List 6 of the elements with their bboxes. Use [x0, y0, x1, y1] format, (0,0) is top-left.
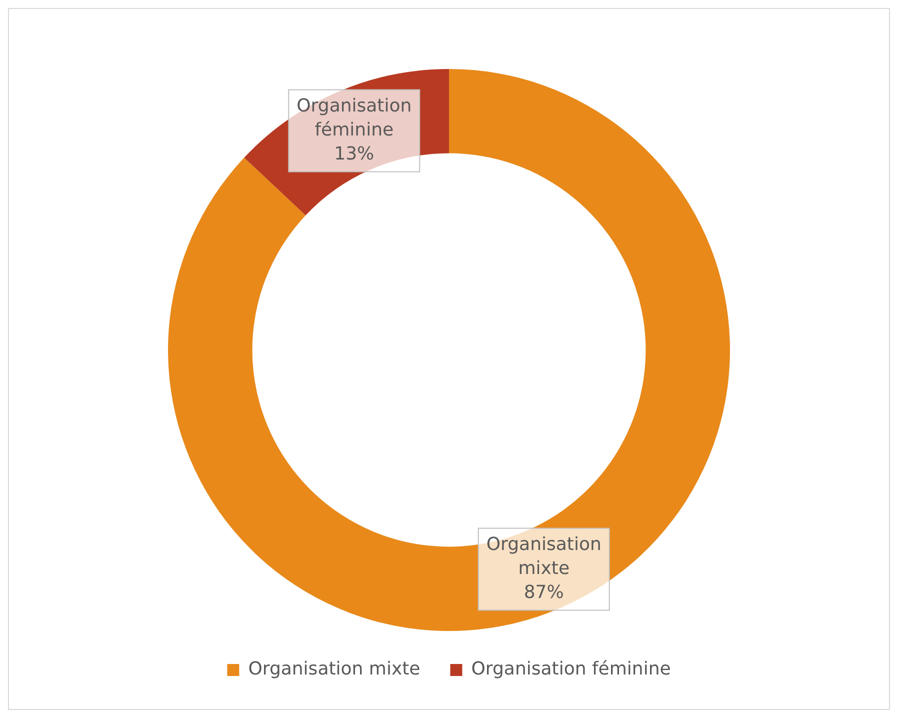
data-label: 13%	[334, 143, 374, 164]
slice-label: Organisation mixte	[486, 534, 602, 579]
slice-label: Organisation féminine	[296, 95, 412, 140]
legend-label: Organisation mixte	[248, 658, 420, 680]
legend-label: Organisation féminine	[471, 658, 671, 680]
data-label: 87%	[524, 582, 564, 603]
